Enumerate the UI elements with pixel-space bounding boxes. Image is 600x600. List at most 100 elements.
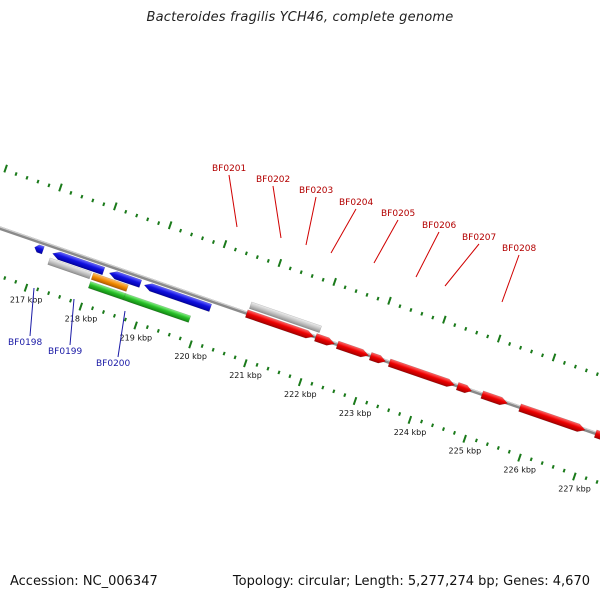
inner-tick — [222, 351, 226, 356]
tick-label: 223 kbp — [339, 409, 372, 418]
forward-gene-arrow[interactable] — [368, 352, 387, 365]
forward-gene-arrow[interactable] — [335, 340, 370, 359]
outer-tick — [321, 277, 325, 282]
outer-tick — [179, 228, 183, 233]
genome-summary: Topology: circular; Length: 5,277,274 bp… — [232, 574, 590, 589]
outer-tick — [288, 266, 292, 271]
gene-label[interactable]: BF0200 — [96, 359, 131, 369]
gene-label[interactable]: BF0203 — [299, 186, 333, 196]
outer-tick — [540, 353, 545, 358]
outer-tick — [475, 330, 479, 335]
forward-gene-arrow[interactable] — [245, 309, 315, 341]
gray-feature[interactable] — [249, 301, 322, 333]
map-title: Bacteroides fragilis YCH46, complete gen… — [146, 10, 454, 25]
inner-tick — [474, 438, 478, 443]
inner-tick — [551, 464, 555, 469]
feature-layer — [33, 244, 600, 448]
inner-tick — [507, 449, 511, 454]
outer-tick — [190, 232, 194, 237]
inner-tick-row — [3, 276, 599, 484]
outer-tick — [496, 334, 502, 343]
gene-label[interactable]: BF0204 — [339, 198, 374, 208]
outer-tick — [58, 183, 63, 192]
gene-label[interactable]: BF0208 — [502, 244, 537, 254]
outer-tick — [365, 292, 369, 297]
inner-tick — [266, 366, 270, 371]
forward-gene-arrow[interactable] — [314, 333, 336, 348]
gene-leader-line — [272, 185, 282, 239]
reverse-gene-arrow[interactable] — [33, 244, 45, 255]
inner-tick — [112, 313, 116, 318]
tick-label: 221 kbp — [229, 371, 262, 380]
outer-tick — [69, 190, 73, 195]
outer-tick — [398, 304, 402, 309]
forward-gene-arrow[interactable] — [387, 358, 456, 389]
outer-tick — [135, 213, 139, 218]
gene-leader-line — [373, 219, 399, 264]
forward-gene-arrow[interactable] — [593, 429, 600, 448]
tick-label: 227 kbp — [558, 484, 591, 493]
inner-tick — [584, 476, 588, 481]
outer-tick — [562, 360, 566, 365]
inner-tick — [14, 279, 18, 284]
outer-tick — [486, 334, 490, 339]
inner-tick — [387, 408, 391, 413]
inner-tick — [496, 445, 500, 450]
inner-tick — [133, 321, 138, 330]
gene-label[interactable]: BF0207 — [462, 233, 496, 243]
gene-label[interactable]: BF0199 — [48, 347, 83, 357]
forward-gene-arrow[interactable] — [455, 382, 473, 394]
gene-leader-line — [444, 243, 480, 287]
inner-tick — [310, 381, 314, 386]
inner-tick — [441, 427, 446, 432]
outer-tick — [420, 311, 424, 316]
gene-label[interactable]: BF0202 — [256, 175, 290, 185]
inner-tick — [572, 472, 577, 481]
inner-tick — [540, 461, 544, 466]
outer-tick — [387, 296, 392, 305]
inner-tick — [529, 457, 533, 462]
gene-leader-line — [501, 254, 520, 303]
outer-tick — [146, 217, 150, 222]
inner-tick — [145, 325, 149, 330]
tick-label: 217 kbp — [10, 296, 43, 305]
inner-tick — [288, 374, 292, 379]
tick-label: 218 kbp — [65, 314, 98, 323]
inner-tick — [321, 385, 325, 390]
inner-tick — [211, 347, 215, 352]
outer-tick — [519, 345, 523, 350]
outer-tick-row — [3, 164, 599, 377]
outer-tick — [91, 198, 95, 203]
outer-tick — [211, 240, 215, 244]
gene-label[interactable]: BF0206 — [422, 221, 457, 231]
outer-tick — [277, 258, 283, 268]
gene-label[interactable]: BF0198 — [8, 338, 43, 348]
green-feature[interactable] — [123, 293, 192, 323]
gray-feature[interactable] — [47, 257, 92, 280]
outer-tick — [255, 255, 259, 260]
inner-tick — [365, 400, 369, 405]
outer-tick — [409, 308, 413, 312]
tick-label: 225 kbp — [449, 447, 482, 456]
outer-tick — [47, 183, 51, 188]
gene-label[interactable]: BF0201 — [212, 164, 246, 174]
forward-gene-arrow[interactable] — [480, 390, 509, 407]
inner-tick — [178, 336, 182, 341]
orange-feature[interactable] — [90, 272, 129, 292]
reverse-gene-arrow[interactable] — [143, 281, 213, 312]
inner-tick — [167, 332, 171, 337]
inner-tick — [23, 283, 29, 292]
inner-tick — [452, 430, 456, 435]
gene-leader-line — [330, 208, 357, 254]
inner-tick — [485, 442, 489, 447]
inner-tick — [36, 287, 40, 292]
inner-tick — [332, 389, 336, 394]
inner-tick — [398, 412, 402, 416]
outer-tick — [299, 270, 303, 275]
reverse-gene-arrow[interactable] — [108, 269, 143, 288]
gene-leader-line — [69, 298, 75, 346]
gene-label[interactable]: BF0205 — [381, 209, 415, 219]
forward-gene-arrow[interactable] — [518, 403, 587, 434]
reverse-gene-arrow[interactable] — [51, 250, 106, 276]
outer-tick — [167, 221, 173, 230]
